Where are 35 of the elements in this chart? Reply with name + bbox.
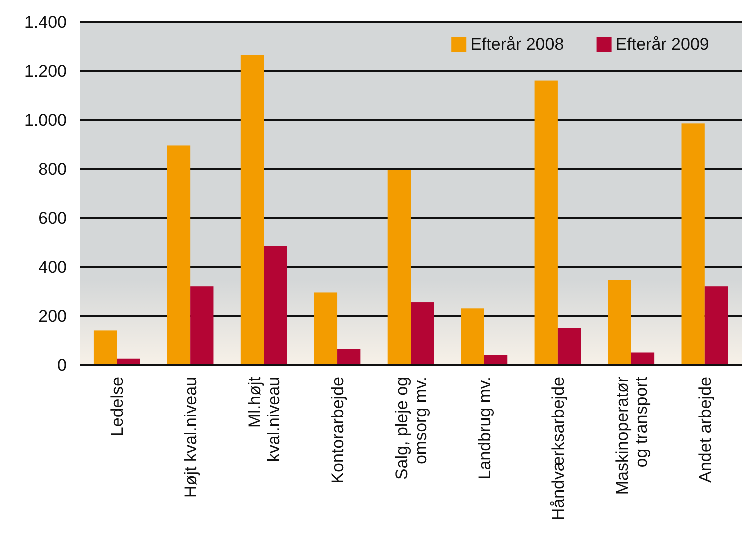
bar bbox=[264, 246, 288, 365]
bar bbox=[314, 292, 338, 365]
legend-label: Efterår 2009 bbox=[616, 34, 710, 54]
bar bbox=[608, 280, 632, 365]
bar bbox=[338, 349, 361, 365]
bar bbox=[167, 146, 191, 365]
bar bbox=[388, 170, 411, 365]
bar bbox=[484, 355, 508, 365]
legend-label: Efterår 2008 bbox=[470, 34, 564, 54]
x-tick-label: Andet arbejde bbox=[696, 377, 715, 483]
bar bbox=[240, 55, 264, 365]
bar bbox=[461, 308, 484, 365]
bar bbox=[411, 302, 434, 365]
y-tick-label: 800 bbox=[38, 160, 67, 179]
bar bbox=[704, 286, 728, 365]
bar bbox=[94, 330, 118, 365]
y-tick-label: 600 bbox=[38, 208, 67, 228]
x-tick-label: Landbrug mv. bbox=[475, 377, 494, 480]
x-tick-label: Salg, pleje og omsorg mv. bbox=[392, 377, 430, 480]
bar bbox=[190, 286, 214, 365]
y-tick-label: 1.200 bbox=[24, 62, 67, 81]
bar bbox=[682, 124, 705, 365]
x-tick-label: Ml.højt kval.niveau bbox=[246, 376, 284, 462]
x-tick-label: Ledelse bbox=[108, 377, 128, 437]
bar bbox=[534, 80, 558, 365]
y-tick-label: 0 bbox=[58, 356, 67, 375]
x-tick-label: Kontorarbejde bbox=[328, 377, 348, 484]
y-tick-label: 1.400 bbox=[24, 12, 67, 32]
y-tick-label: 200 bbox=[38, 306, 67, 326]
x-tick-label: Maskinoperatør og transport bbox=[612, 376, 651, 496]
bar bbox=[558, 328, 582, 365]
x-tick-label: Højt kval.niveau bbox=[182, 377, 201, 498]
y-tick-label: 1.000 bbox=[24, 110, 67, 130]
x-tick-label: Håndværksarbejde bbox=[548, 377, 568, 521]
y-tick-label: 400 bbox=[38, 258, 67, 277]
